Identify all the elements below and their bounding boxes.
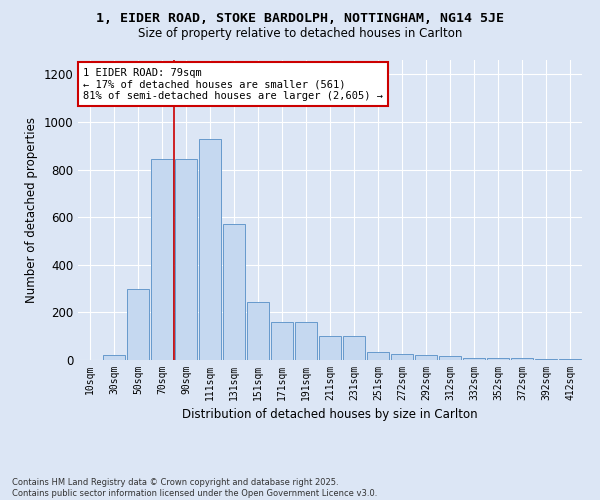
Y-axis label: Number of detached properties: Number of detached properties (25, 117, 38, 303)
Bar (367, 352, 389, 360)
Bar (151, 159, 173, 360)
Text: Size of property relative to detached houses in Carlton: Size of property relative to detached ho… (138, 28, 462, 40)
Bar (319, 336, 341, 360)
Bar (127, 288, 149, 360)
Bar (487, 358, 509, 360)
X-axis label: Distribution of detached houses by size in Carlton: Distribution of detached houses by size … (182, 408, 478, 422)
Bar (295, 322, 317, 360)
Bar (415, 355, 437, 360)
Bar (175, 159, 197, 360)
Bar (343, 336, 365, 360)
Bar (247, 302, 269, 360)
Bar (391, 354, 413, 360)
Text: 1, EIDER ROAD, STOKE BARDOLPH, NOTTINGHAM, NG14 5JE: 1, EIDER ROAD, STOKE BARDOLPH, NOTTINGHA… (96, 12, 504, 26)
Bar (535, 359, 557, 360)
Bar (199, 138, 221, 360)
Bar (559, 359, 581, 360)
Text: Contains HM Land Registry data © Crown copyright and database right 2025.
Contai: Contains HM Land Registry data © Crown c… (12, 478, 377, 498)
Text: 1 EIDER ROAD: 79sqm
← 17% of detached houses are smaller (561)
81% of semi-detac: 1 EIDER ROAD: 79sqm ← 17% of detached ho… (83, 68, 383, 100)
Bar (511, 358, 533, 360)
Bar (271, 322, 293, 360)
Bar (223, 224, 245, 360)
Bar (439, 356, 461, 360)
Bar (103, 355, 125, 360)
Bar (463, 358, 485, 360)
